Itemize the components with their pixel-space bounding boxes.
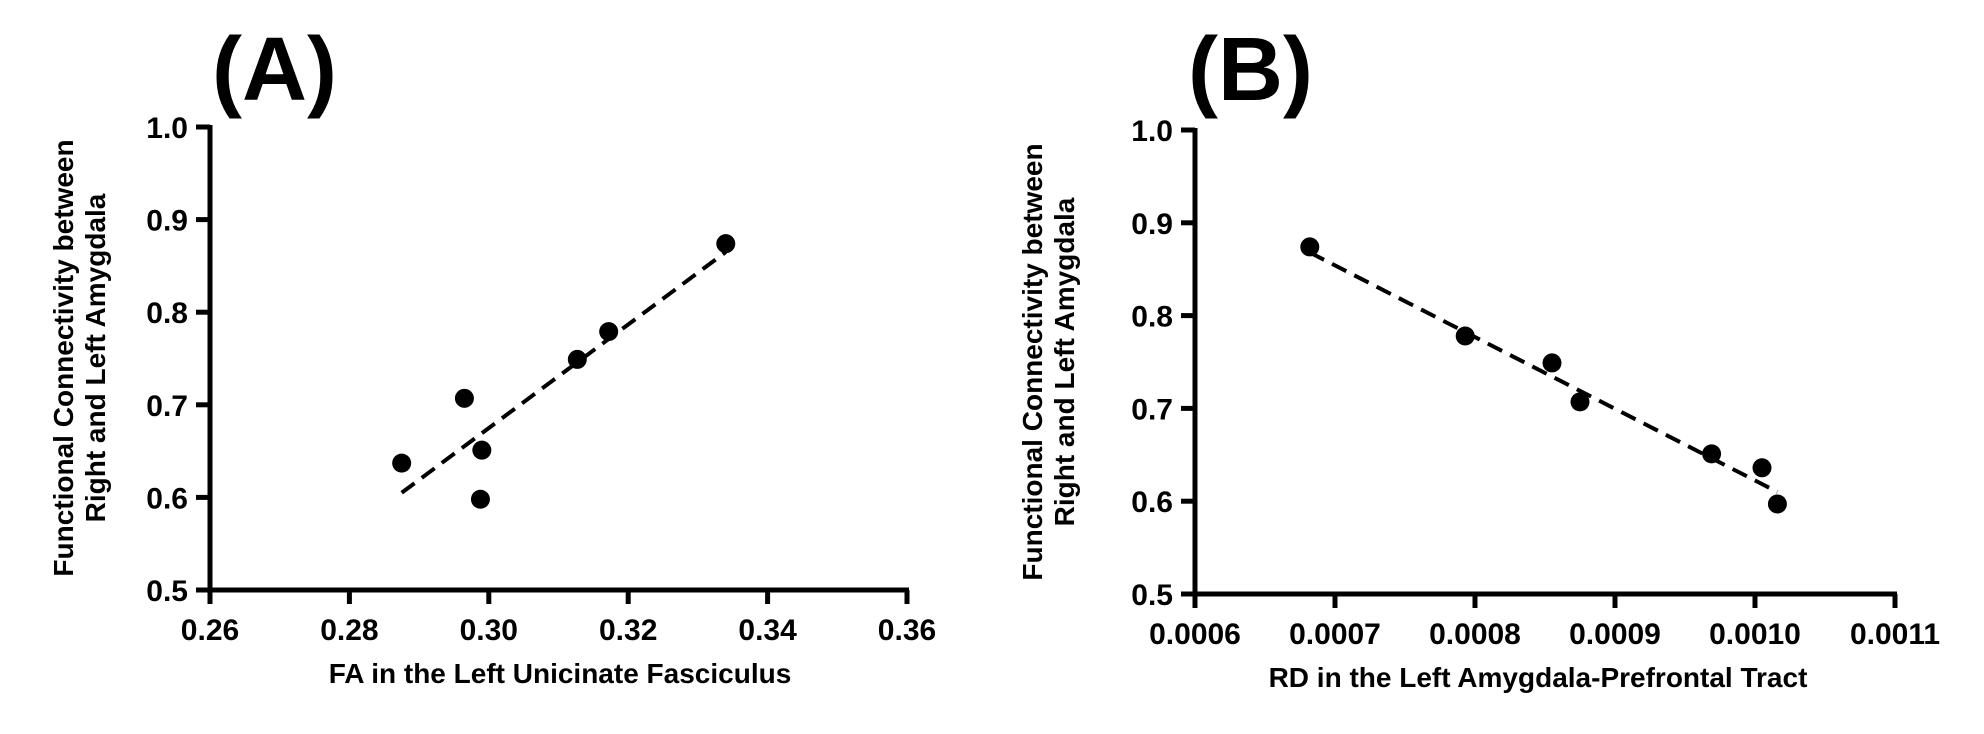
panel-b-x-tick-label: 0.0009 (1569, 618, 1661, 651)
panel-a-x-tick-label: 0.30 (460, 614, 518, 647)
panel-a-data-point (454, 388, 474, 408)
panel-b-y-tick-label: 0.8 (1131, 301, 1173, 334)
panel-a-data-point (716, 234, 736, 254)
panel-b-y-axis-title: Functional Connectivity between Right an… (1017, 143, 1080, 580)
panel-b-regression-line (1308, 250, 1779, 494)
panel-b: (B) Functional Connectivity between Righ… (1017, 20, 1940, 693)
panel-a-y-tick-label: 0.9 (146, 205, 188, 238)
panel-b-y-axis-title-line-1: Functional Connectivity between (1017, 143, 1048, 580)
panel-a-data-point (599, 322, 619, 342)
panel-a-y-tick-label: 0.8 (146, 297, 188, 330)
panel-a-y-axis-title-line-2: Right and Left Amygdala (80, 193, 111, 522)
panel-a-x-tick-label: 0.34 (738, 614, 797, 647)
panel-b-data-point (1455, 326, 1475, 346)
panel-a-x-axis-title: FA in the Left Unicinate Fasciculus (329, 658, 792, 689)
panel-b-data-point (1542, 353, 1562, 373)
panel-b-x-tick-label: 0.0006 (1149, 618, 1241, 651)
panel-b-data-point (1300, 237, 1320, 257)
panel-a-x-tick-label: 0.36 (878, 614, 936, 647)
panel-b-y-axis-title-line-2: Right and Left Amygdala (1049, 197, 1080, 526)
panel-b-y-tick-label: 0.6 (1131, 486, 1173, 519)
panel-b-y-tick-label: 0.7 (1131, 393, 1173, 426)
panel-b-x-tick-label: 0.0011 (1850, 618, 1940, 651)
panel-b-y-tick-label: 0.5 (1131, 579, 1173, 612)
panel-b-x-tick-label: 0.0007 (1289, 618, 1381, 651)
panel-a-label: (A) (212, 20, 337, 120)
panel-a-y-tick-label: 0.5 (146, 575, 188, 608)
panel-a-x-tick-label: 0.26 (181, 614, 239, 647)
panel-a-x-tick-label: 0.32 (599, 614, 657, 647)
panel-b-data-point (1752, 458, 1772, 478)
panel-a-data-point (567, 349, 587, 369)
panel-b-data-point (1767, 494, 1787, 514)
panel-a-y-tick-label: 1.0 (146, 112, 188, 145)
panel-b-x-tick-label: 0.0008 (1429, 618, 1521, 651)
panel-b-y-tick-label: 1.0 (1131, 115, 1173, 148)
panel-a-data-point (392, 453, 412, 473)
panel-a-data-point (472, 440, 492, 460)
panel-a: (A) Functional Connectivity between Righ… (48, 20, 936, 689)
panel-b-label: (B) (1188, 20, 1313, 120)
panel-b-data-point (1702, 444, 1722, 464)
panel-a-y-axis-title: Functional Connectivity between Right an… (48, 139, 111, 576)
panel-a-y-axis-title-line-1: Functional Connectivity between (48, 139, 79, 576)
panel-a-y-tick-label: 0.7 (146, 390, 188, 423)
panel-b-y-tick-label: 0.9 (1131, 208, 1173, 241)
panel-a-data-point (470, 489, 490, 509)
panel-a-regression-line (400, 250, 727, 495)
panel-a-x-tick-label: 0.28 (320, 614, 378, 647)
panel-a-y-tick-label: 0.6 (146, 482, 188, 515)
panel-b-x-tick-label: 0.0010 (1709, 618, 1801, 651)
panel-b-x-axis-title: RD in the Left Amygdala-Prefrontal Tract (1269, 662, 1808, 693)
panel-b-data-point (1570, 392, 1590, 412)
